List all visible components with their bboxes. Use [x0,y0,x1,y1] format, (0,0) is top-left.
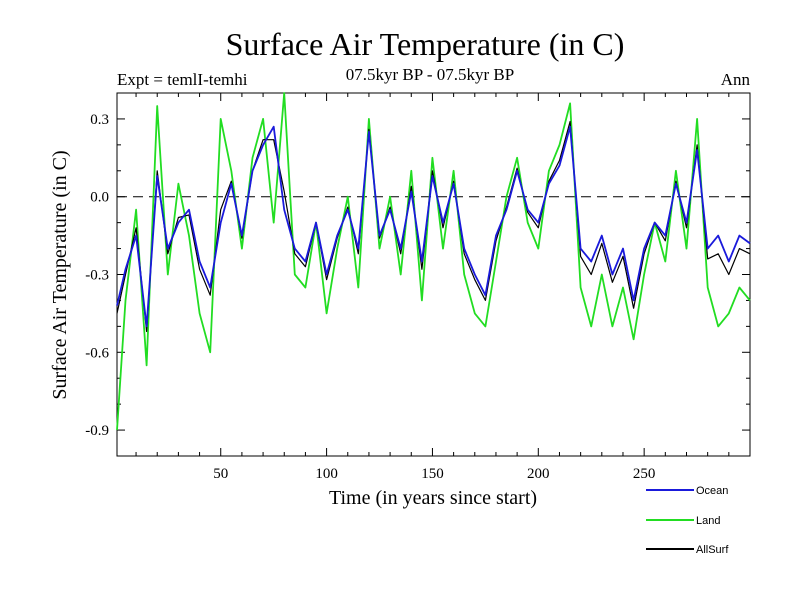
chart-title: Surface Air Temperature (in C) [226,26,625,62]
season-label: Ann [721,70,751,89]
y-tick-label: -0.3 [85,268,109,284]
y-axis: 0.3 0.0 -0.3 -0.6 -0.9 [85,112,750,439]
y-tick-label: -0.9 [85,423,109,439]
y-axis-label: Surface Air Temperature (in C) [49,150,71,399]
x-tick-label: 100 [315,466,338,482]
experiment-label: Expt = temlI-temhi [117,70,248,89]
x-tick-label: 150 [421,466,444,482]
x-axis-label: Time (in years since start) [329,487,537,509]
series-line-ocean [116,125,751,328]
legend-label-land: Land [696,515,720,527]
x-tick-label: 50 [213,466,228,482]
chart-subtitle: 07.5kyr BP - 07.5kyr BP [346,65,514,84]
x-axis: 50 100 150 200 250 [135,93,751,482]
legend: Ocean Land AllSurf [646,485,729,556]
legend-label-ocean: Ocean [696,485,728,497]
x-tick-label: 250 [633,466,656,482]
y-tick-label: -0.6 [85,345,109,361]
legend-label-allsurf: AllSurf [696,544,729,556]
series-line-allsurf [116,120,751,333]
y-tick-label: 0.0 [90,190,109,206]
x-tick-label: 200 [527,466,550,482]
series-line-land [116,92,751,431]
series-layer [116,92,751,431]
y-tick-label: 0.3 [90,112,109,128]
